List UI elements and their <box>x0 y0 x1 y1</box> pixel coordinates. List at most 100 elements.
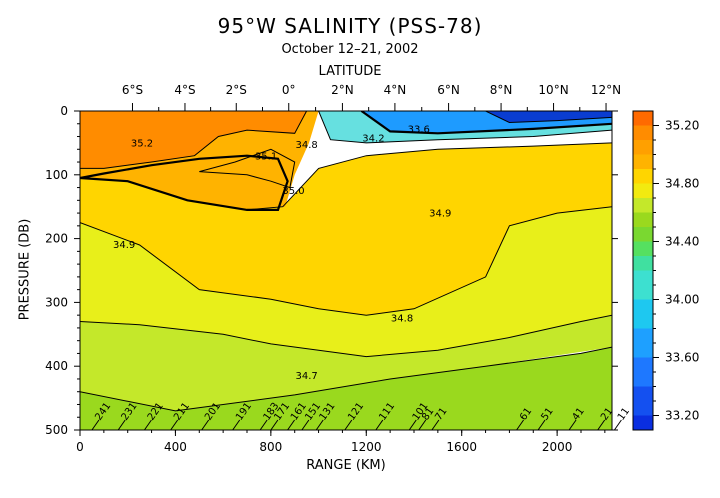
station-tick <box>315 419 324 431</box>
salinity-34-7-region <box>80 315 612 411</box>
colorbar-segment <box>633 212 653 228</box>
station-tick <box>170 419 179 431</box>
x-tick-label: 2000 <box>542 440 573 454</box>
top-tick-label: 4°N <box>384 83 407 97</box>
contour-33-6 <box>360 111 612 135</box>
x-tick-label: 1200 <box>351 440 382 454</box>
station-tick <box>418 419 427 431</box>
station-tick <box>259 419 268 431</box>
salinity-fill-regions <box>80 111 612 430</box>
top-tick-label: 4°S <box>174 83 195 97</box>
y-tick-label: 300 <box>45 295 68 309</box>
salinity-34-8-region <box>80 206 612 357</box>
colorbar-segment <box>633 256 653 271</box>
salinity-lowest-region <box>485 111 612 123</box>
colorbar-label: 34.80 <box>665 177 699 191</box>
y-tick-label: 0 <box>60 104 68 118</box>
station-tick <box>568 419 577 431</box>
top-tick-label: 12°N <box>591 83 621 97</box>
contour-label: 34.7 <box>296 371 318 382</box>
top-tick-label: 6°S <box>122 83 143 97</box>
contour-35-0 <box>80 154 289 211</box>
station-tick <box>91 419 100 431</box>
x-tick-label: 400 <box>164 440 187 454</box>
station-tick <box>301 419 310 431</box>
colorbar-segment <box>633 169 653 184</box>
station-tick <box>117 419 126 431</box>
station-tick <box>537 419 546 431</box>
contour-35-1 <box>199 148 296 189</box>
colorbar-segment <box>633 386 653 416</box>
station-tick <box>597 419 606 431</box>
colorbar-segment <box>633 111 653 126</box>
x-tick-label: 0 <box>76 440 84 454</box>
chart-title: 95°W SALINITY (PSS-78) <box>217 14 483 38</box>
station-tick <box>408 419 417 431</box>
contour-label: 34.8 <box>296 140 318 151</box>
contour-34-7 <box>80 314 612 358</box>
colorbar-segment <box>633 357 653 387</box>
station-tick <box>516 419 524 431</box>
top-tick-label: 2°N <box>331 83 354 97</box>
contour-34-8 <box>80 206 612 316</box>
contour-label: 34.9 <box>113 240 135 251</box>
station-tick <box>344 419 353 431</box>
top-axis-label: LATITUDE <box>318 64 382 79</box>
colorbar: 35.20 34.80 34.40 34.00 33.60 33.20 <box>632 110 699 431</box>
top-tick-label: 6°N <box>437 83 460 97</box>
contour-35-2 <box>80 111 308 169</box>
colorbar-segment <box>633 125 653 141</box>
contour-labels: 35.2 35.1 35.0 34.9 34.9 34.8 34.8 34.7 34.2 33.6 <box>113 125 451 382</box>
station-tick <box>613 419 622 431</box>
colorbar-segment <box>633 328 653 358</box>
salinity-35-2-region <box>80 111 307 169</box>
colorbar-segment <box>633 299 653 329</box>
salinity-34-9-region <box>80 142 612 316</box>
station-tick <box>201 419 210 431</box>
y-tick-label: 100 <box>45 168 68 182</box>
contour-label: 35.1 <box>255 151 277 162</box>
top-tick-label: 0° <box>282 83 296 97</box>
contour-label: 34.9 <box>429 208 451 219</box>
colorbar-label: 34.40 <box>665 235 699 249</box>
colorbar-label: 35.20 <box>665 119 699 133</box>
colorbar-segment <box>633 198 653 213</box>
y-tick-label: 500 <box>45 423 68 437</box>
station-tick <box>375 419 384 431</box>
y-tick-label: 400 <box>45 359 68 373</box>
colorbar-segment <box>633 270 653 300</box>
axes: 0 400 800 1200 1600 2000 0 100 200 300 400 500 6°S 4°… <box>45 83 621 454</box>
station-label: 11 <box>616 406 632 423</box>
contour-label: 34.2 <box>362 134 384 145</box>
colorbar-segment <box>633 154 653 170</box>
station-tick <box>431 419 440 431</box>
y-tick-label: 200 <box>45 232 68 246</box>
contour-label: 35.2 <box>131 139 153 150</box>
top-tick-label: 8°N <box>490 83 513 97</box>
contour-33-2 <box>485 111 612 124</box>
colorbar-segment <box>633 140 653 155</box>
station-tick <box>232 419 241 431</box>
colorbar-segment <box>633 415 653 431</box>
colorbar-segment <box>633 183 653 199</box>
colorbar-label: 33.20 <box>665 409 699 423</box>
contour-label: 33.6 <box>408 125 430 136</box>
colorbar-segment <box>633 241 653 257</box>
x-tick-label: 800 <box>259 440 282 454</box>
station-tick <box>270 419 279 431</box>
colorbar-label: 34.00 <box>665 293 699 307</box>
plot-frame <box>79 110 613 431</box>
colorbar-segment <box>633 227 653 242</box>
x-axis-label: RANGE (KM) <box>306 458 386 473</box>
colorbar-label: 33.60 <box>665 351 699 365</box>
top-tick-label: 2°S <box>226 83 247 97</box>
chart-subtitle: October 12–21, 2002 <box>281 42 419 57</box>
top-tick-label: 10°N <box>538 83 568 97</box>
station-tick <box>287 419 295 431</box>
contour-label: 34.8 <box>391 314 413 325</box>
x-tick-label: 1600 <box>446 440 477 454</box>
contour-34-6 <box>80 346 612 412</box>
contour-34-2 <box>318 111 612 144</box>
station-tick <box>144 419 152 431</box>
